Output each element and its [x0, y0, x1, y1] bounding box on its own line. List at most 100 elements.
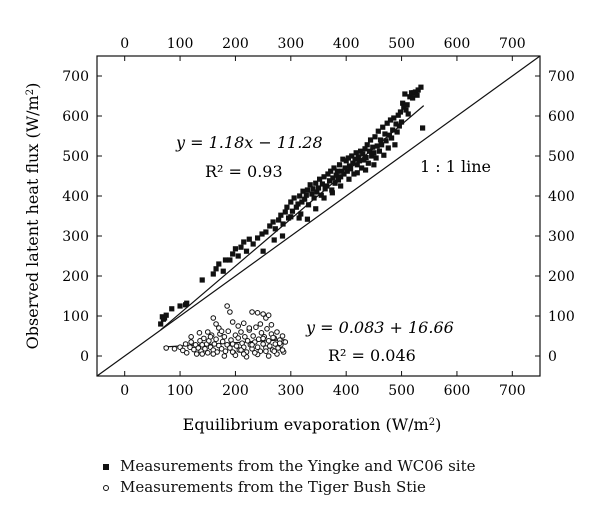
- tiger-bush-point: [238, 329, 244, 335]
- yingke-point: [362, 146, 368, 152]
- yingke-point: [349, 153, 355, 159]
- yingke-point: [333, 172, 339, 178]
- yingke-point: [346, 176, 352, 182]
- y-tick-label-right: 600: [548, 109, 575, 125]
- x-tick-label-top: 200: [222, 36, 249, 52]
- yingke-point: [342, 165, 348, 171]
- tiger-bush-point: [246, 325, 253, 331]
- yingke-point: [324, 183, 330, 189]
- yingke-point: [381, 152, 387, 158]
- tiger-bush-point: [188, 339, 194, 345]
- tiger-bush-point: [196, 330, 203, 336]
- yingke-point: [260, 248, 266, 254]
- tiger-bush-point: [235, 323, 242, 329]
- yingke-point: [230, 251, 236, 257]
- x-tick-label-top: 300: [277, 36, 304, 52]
- yingke-point: [227, 257, 233, 263]
- yingke-point: [388, 135, 395, 141]
- tiger-bush-point: [258, 330, 265, 336]
- yingke-point: [329, 190, 335, 196]
- tiger-bush-point: [265, 312, 272, 319]
- tiger-bush-point: [188, 334, 194, 340]
- yingke-point: [390, 127, 396, 133]
- yingke-point: [394, 129, 400, 135]
- yingke-point: [353, 150, 359, 156]
- tiger-bush-point: [227, 309, 233, 315]
- y-tick-label-right: 200: [548, 269, 575, 285]
- tiger-bush-point: [225, 328, 232, 335]
- yingke-point: [377, 137, 384, 143]
- yingke-point: [282, 209, 288, 215]
- y-tick-label-left: 700: [62, 69, 89, 85]
- yingke-point: [352, 156, 358, 162]
- yingke-point: [232, 246, 239, 252]
- yingke-point: [160, 316, 167, 322]
- yingke-point: [295, 201, 301, 207]
- yingke-point: [288, 199, 294, 205]
- tiger-bush-point: [279, 333, 286, 339]
- y-tick-label-right: 100: [548, 309, 575, 325]
- yingke-point: [210, 271, 216, 277]
- x-tick-label-top: 0: [120, 36, 129, 52]
- yingke-point: [299, 199, 305, 205]
- tiger-bush-point: [265, 338, 272, 344]
- legend-label-yingke: Measurements from the Yingke and WC06 si…: [120, 457, 476, 475]
- tiger-bush-point: [268, 322, 275, 328]
- y-tick-label-left: 300: [62, 229, 89, 245]
- x-tick-label-bottom: 500: [388, 383, 415, 399]
- x-tick-label-bottom: 700: [499, 383, 526, 399]
- tiger-bush-point: [253, 324, 259, 331]
- tiger-bush-point: [207, 334, 214, 340]
- yingke-point: [288, 214, 294, 220]
- x-tick-label-bottom: 100: [167, 383, 194, 399]
- tiger-bush-point: [171, 346, 178, 352]
- yingke-point: [271, 237, 277, 243]
- tiger-bush-point: [201, 335, 207, 342]
- yingke-point: [348, 166, 354, 172]
- yingke-point: [199, 277, 205, 283]
- yingke-point: [397, 109, 404, 115]
- yingke-point: [339, 168, 345, 174]
- tiger-bush-point: [202, 346, 208, 352]
- yingke-point: [374, 143, 380, 149]
- y-tick-label-left: 200: [62, 269, 89, 285]
- yingke-point: [396, 123, 402, 129]
- one-to-one-label: 1 : 1 line: [420, 157, 491, 176]
- yingke-point: [279, 233, 286, 239]
- yingke-point: [393, 121, 399, 127]
- tiger-bush-point: [244, 338, 251, 344]
- tiger-bush-point: [242, 334, 248, 340]
- yingke-point: [351, 171, 357, 177]
- tiger-bush-point: [265, 353, 272, 359]
- yingke-point: [338, 174, 344, 180]
- yingke-point: [405, 111, 411, 117]
- tiger-bush-point: [229, 319, 236, 325]
- legend: Measurements from the Yingke and WC06 si…: [98, 456, 475, 498]
- tiger-bush-point: [218, 328, 225, 335]
- x-tick-label-top: 600: [444, 36, 471, 52]
- tiger-bush-point: [270, 334, 276, 341]
- yingke-point: [303, 192, 309, 198]
- fit1-equation: y = 1.18x − 11.28: [175, 133, 323, 152]
- yingke-point: [216, 261, 222, 267]
- tiger-bush-point: [276, 340, 283, 347]
- yingke-point: [398, 119, 405, 125]
- y-tick-label-left: 500: [62, 149, 89, 165]
- tiger-bush-point: [182, 341, 189, 347]
- yingke-point: [364, 142, 370, 148]
- fit2-r2: R² = 0.046: [328, 346, 416, 365]
- yingke-point: [280, 221, 286, 227]
- legend-item-yingke: Measurements from the Yingke and WC06 si…: [98, 456, 475, 477]
- tiger-bush-point: [254, 344, 261, 351]
- yingke-point: [354, 170, 360, 176]
- yingke-point: [365, 160, 371, 166]
- yingke-point: [338, 183, 344, 189]
- yingke-point: [355, 154, 361, 160]
- tiger-bush-point: [279, 347, 286, 353]
- yingke-point: [341, 171, 347, 177]
- yingke-point: [373, 155, 379, 161]
- yingke-point: [246, 236, 252, 242]
- yingke-point: [395, 112, 401, 118]
- fit1-r2: R² = 0.93: [205, 162, 283, 181]
- yingke-point: [296, 215, 302, 221]
